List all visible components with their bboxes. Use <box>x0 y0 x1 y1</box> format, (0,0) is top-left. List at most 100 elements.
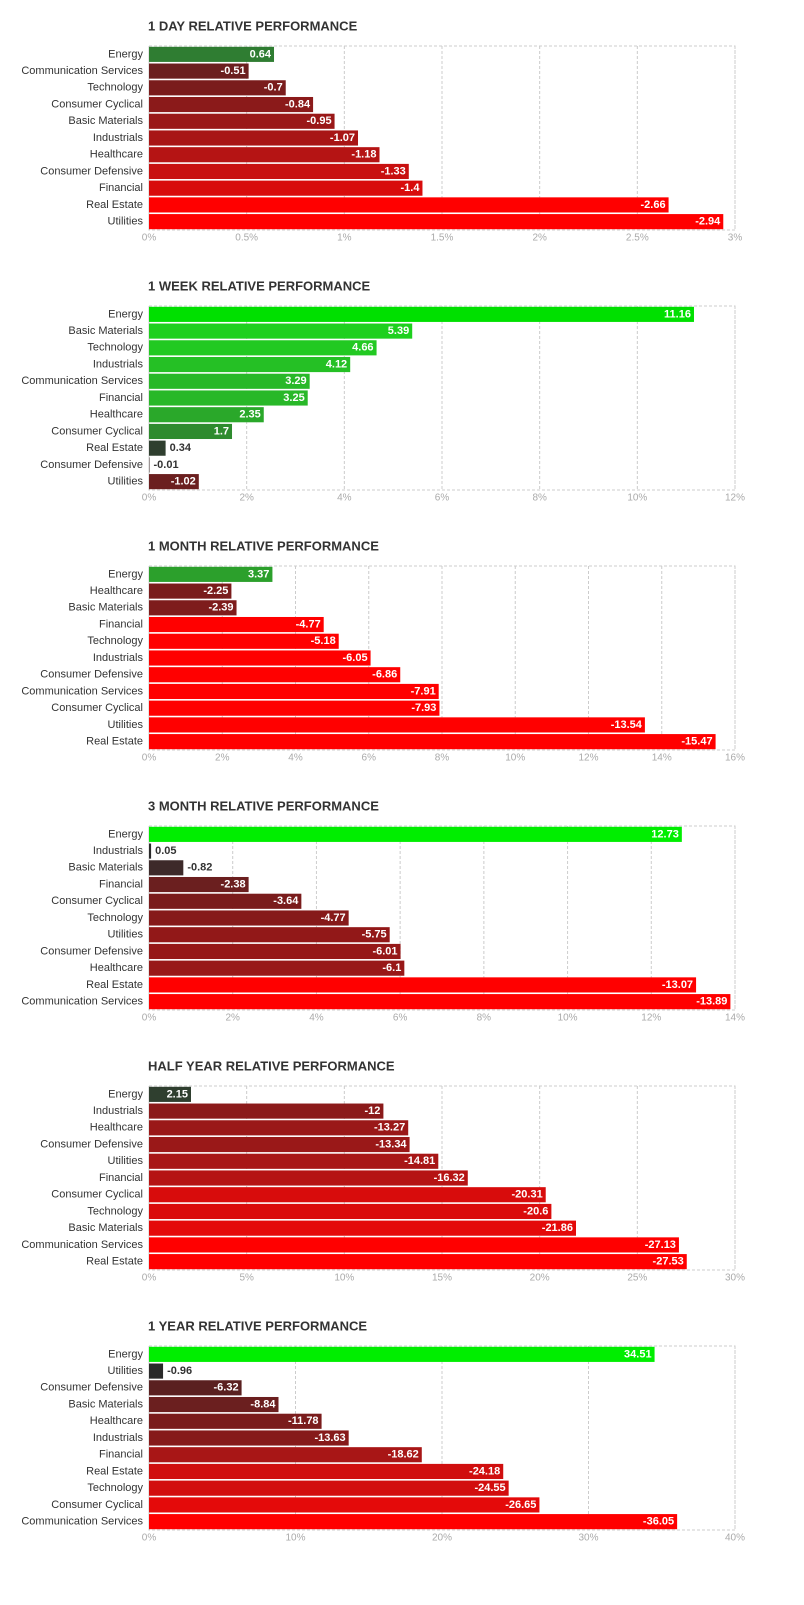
bar <box>149 1380 242 1396</box>
value-label: -0.84 <box>285 98 311 110</box>
x-tick-label: 10% <box>627 493 647 504</box>
x-tick-label: 12% <box>578 753 598 764</box>
category-label: Financial <box>99 618 143 630</box>
category-label: Basic Materials <box>68 862 143 874</box>
category-label: Consumer Defensive <box>40 669 143 681</box>
x-tick-label: 3% <box>728 233 743 244</box>
x-tick-label: 2% <box>239 493 254 504</box>
bar <box>149 700 440 716</box>
bar <box>149 1514 678 1530</box>
bar <box>149 1136 410 1153</box>
x-tick-label: 14% <box>725 1013 745 1024</box>
value-label: -4.77 <box>296 618 321 630</box>
category-label: Financial <box>99 878 143 890</box>
bar <box>149 1187 546 1203</box>
value-label: -26.65 <box>505 1499 536 1511</box>
bar <box>149 163 409 180</box>
x-tick-label: 12% <box>725 493 745 504</box>
category-label: Utilities <box>108 216 144 228</box>
value-label: -0.95 <box>306 115 331 127</box>
x-tick-label: 0% <box>142 1013 157 1024</box>
bar <box>149 683 439 700</box>
category-label: Real Estate <box>86 736 143 748</box>
bar <box>149 390 308 406</box>
category-label: Utilities <box>108 719 144 731</box>
bar <box>149 440 166 456</box>
category-label: Financial <box>99 182 143 194</box>
bar <box>149 63 249 79</box>
category-label: Communication Services <box>21 685 143 697</box>
value-label: -16.32 <box>434 1172 465 1184</box>
bar <box>149 893 302 909</box>
category-label: Consumer Cyclical <box>51 1499 143 1511</box>
category-label: Healthcare <box>90 1415 143 1427</box>
category-label: Real Estate <box>86 1465 143 1477</box>
value-label: -20.6 <box>523 1205 548 1217</box>
bar <box>149 667 401 683</box>
value-label: 5.39 <box>388 325 409 337</box>
bar <box>149 1463 504 1480</box>
category-label: Basic Materials <box>68 1398 143 1410</box>
category-label: Technology <box>87 342 143 354</box>
x-tick-label: 6% <box>435 493 450 504</box>
value-label: -2.38 <box>221 878 246 890</box>
bar <box>149 843 152 859</box>
bar <box>149 1170 468 1186</box>
value-label: 12.73 <box>651 828 679 840</box>
bar <box>149 1220 576 1236</box>
category-label: Industrials <box>93 1105 144 1117</box>
category-label: Technology <box>87 82 143 94</box>
value-label: -1.18 <box>351 149 376 161</box>
x-tick-label: 2% <box>215 753 230 764</box>
x-tick-label: 30% <box>725 1273 745 1284</box>
x-tick-label: 2.5% <box>626 233 649 244</box>
x-tick-label: 15% <box>432 1273 452 1284</box>
value-label: 3.29 <box>285 375 306 387</box>
value-label: 11.16 <box>664 308 691 320</box>
category-label: Consumer Cyclical <box>51 702 143 714</box>
value-label: -14.81 <box>404 1155 435 1167</box>
x-tick-label: 0% <box>142 753 157 764</box>
category-label: Technology <box>87 1205 143 1217</box>
category-label: Consumer Defensive <box>40 1138 143 1150</box>
category-label: Consumer Defensive <box>40 945 143 957</box>
bar <box>149 323 413 339</box>
bar <box>149 717 645 733</box>
category-label: Healthcare <box>90 585 143 597</box>
x-tick-label: 5% <box>239 1273 254 1284</box>
x-tick-label: 0% <box>142 233 157 244</box>
category-label: Consumer Defensive <box>40 459 143 471</box>
x-tick-label: 0% <box>142 1273 157 1284</box>
bar <box>149 1346 655 1362</box>
value-label: 34.51 <box>624 1348 652 1360</box>
x-tick-label: 2% <box>532 233 547 244</box>
x-tick-label: 1% <box>337 233 352 244</box>
value-label: -6.86 <box>372 669 397 681</box>
value-label: 4.66 <box>352 342 373 354</box>
x-tick-label: 6% <box>362 753 377 764</box>
value-label: -0.51 <box>221 65 246 77</box>
category-label: Healthcare <box>90 962 143 974</box>
value-label: -20.31 <box>512 1189 543 1201</box>
category-label: Consumer Defensive <box>40 165 143 177</box>
value-label: -6.32 <box>214 1382 239 1394</box>
category-label: Consumer Cyclical <box>51 1189 143 1201</box>
value-label: -24.55 <box>474 1482 505 1494</box>
bar <box>149 1447 422 1463</box>
category-label: Consumer Cyclical <box>51 425 143 437</box>
bar <box>149 734 716 750</box>
category-label: Utilities <box>108 929 144 941</box>
value-label: -3.64 <box>273 895 299 907</box>
bar <box>149 1103 384 1119</box>
bar <box>149 910 349 926</box>
category-label: Communication Services <box>21 65 143 77</box>
category-label: Financial <box>99 392 143 404</box>
category-label: Basic Materials <box>68 602 143 614</box>
bar <box>149 1086 191 1102</box>
category-label: Industrials <box>93 1432 144 1444</box>
value-label: -13.63 <box>314 1432 345 1444</box>
value-label: -1.02 <box>171 476 196 488</box>
category-label: Consumer Defensive <box>40 1382 143 1394</box>
value-label: -1.07 <box>330 132 355 144</box>
